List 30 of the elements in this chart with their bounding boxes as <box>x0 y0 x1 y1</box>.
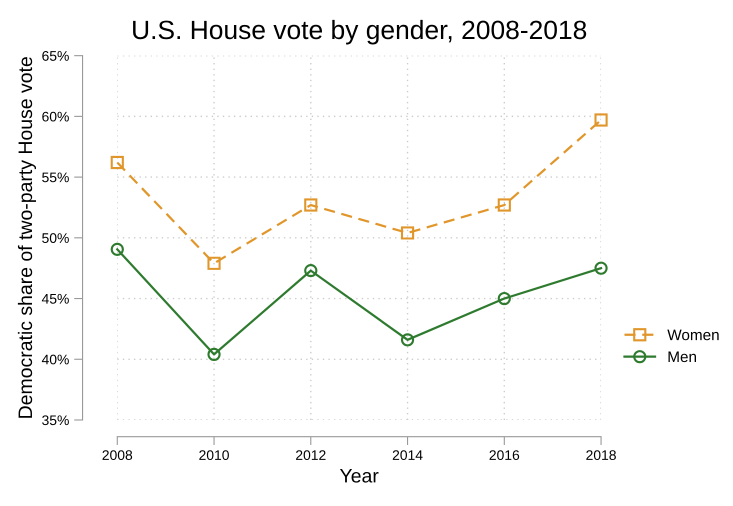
y-tick-label: 40% <box>42 354 69 364</box>
x-tick-label: 2018 <box>586 450 616 460</box>
point <box>304 264 318 278</box>
x-tick-label: 2010 <box>199 450 229 460</box>
point <box>498 198 511 212</box>
point <box>304 198 318 212</box>
x-tick-label: 2012 <box>296 450 326 460</box>
x-tick-label: 2008 <box>102 450 132 460</box>
point <box>207 256 221 270</box>
point <box>207 348 221 362</box>
y-tick-label: 35% <box>42 415 69 426</box>
legend-label: Women <box>667 330 719 340</box>
y-axis-title: Democratic share of two-party House vote <box>18 57 36 418</box>
point <box>400 333 414 346</box>
y-tick-label: 60% <box>42 112 69 122</box>
y-tick-label: 45% <box>42 294 69 304</box>
x-tick-label: 2016 <box>490 450 520 460</box>
point <box>594 262 608 275</box>
x-tick-label: 2014 <box>392 450 423 460</box>
x-axis-title: Year <box>340 469 378 483</box>
point <box>400 226 414 240</box>
point <box>110 156 124 170</box>
point <box>110 242 124 256</box>
y-tick-label: 55% <box>42 172 69 182</box>
chart-title: U.S. House vote by gender, 2008-2018 <box>133 20 586 44</box>
y-tick-label: 50% <box>42 233 69 243</box>
y-tick-label: 65% <box>42 50 69 61</box>
legend-label: Men <box>668 351 696 362</box>
point <box>498 292 511 306</box>
point <box>594 113 608 127</box>
